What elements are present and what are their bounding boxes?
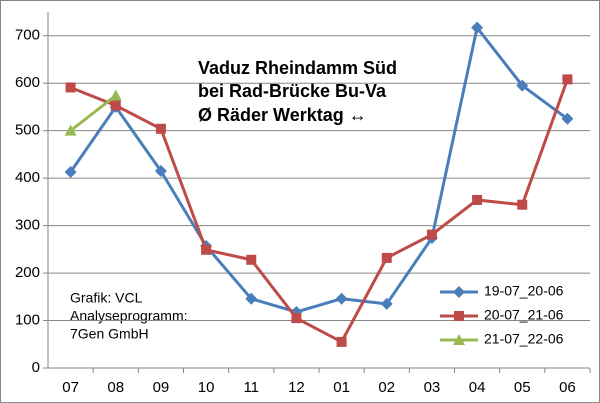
point	[154, 165, 167, 178]
point	[472, 194, 483, 205]
point	[64, 165, 77, 178]
y-tick-label: 400	[15, 169, 40, 186]
y-tick-label: 700	[15, 27, 40, 44]
y-tick-label: 200	[15, 264, 40, 281]
series-line	[69, 94, 117, 132]
point	[516, 79, 529, 92]
annotation: Analyseprogramm:	[70, 308, 188, 324]
point	[517, 199, 528, 210]
chart-title: bei Rad-Brücke Bu-Va	[198, 81, 387, 101]
point	[335, 292, 348, 305]
point	[454, 311, 464, 321]
x-tick-label: 05	[514, 379, 531, 396]
y-tick-label: 600	[15, 74, 40, 91]
point	[201, 244, 212, 255]
x-tick-label: 08	[107, 379, 124, 396]
point	[65, 82, 76, 93]
chart-title: Vaduz Rheindamm Süd	[198, 58, 397, 78]
x-tick-label: 03	[424, 379, 441, 396]
x-tick-label: 11	[243, 379, 259, 396]
x-tick-label: 10	[198, 379, 215, 396]
point	[380, 297, 393, 310]
legend-label: 20-07_21-06	[484, 307, 564, 323]
point	[64, 124, 77, 136]
y-tick-label: 500	[15, 122, 40, 139]
chart-title: Ø Räder Werktag ↔	[198, 105, 367, 125]
title: Vaduz Rheindamm Süd bei Rad-Brücke Bu-Va…	[198, 58, 397, 125]
annotation: Grafik: VCL	[70, 290, 143, 306]
point	[110, 100, 121, 111]
x-tick-label: 12	[288, 379, 305, 396]
series-line	[69, 24, 569, 314]
point	[381, 252, 392, 263]
point	[155, 123, 166, 134]
x-tick-label: 04	[469, 379, 486, 396]
y-tick-label: 100	[15, 312, 40, 329]
point	[562, 74, 573, 85]
legend-label: 21-07_22-06	[484, 331, 564, 347]
x-tick-label: 07	[62, 379, 79, 396]
series-line	[70, 78, 569, 344]
point	[246, 254, 257, 265]
point	[245, 292, 258, 305]
point	[453, 334, 465, 345]
point	[471, 21, 484, 34]
y-tick-label: 0	[32, 359, 40, 376]
point	[109, 89, 122, 101]
x-tick-label: 02	[378, 379, 395, 396]
point	[561, 112, 574, 125]
point	[426, 229, 437, 240]
x-tick-label: 09	[153, 379, 170, 396]
point	[336, 336, 347, 347]
annotation: 7Gen GmbH	[70, 326, 149, 342]
x-tick-label: 06	[559, 379, 576, 396]
x-tick-label: 01	[333, 379, 350, 396]
point	[291, 313, 302, 324]
y-tick-label: 300	[15, 217, 40, 234]
legend-label: 19-07_20-06	[484, 283, 564, 299]
point	[453, 286, 465, 298]
